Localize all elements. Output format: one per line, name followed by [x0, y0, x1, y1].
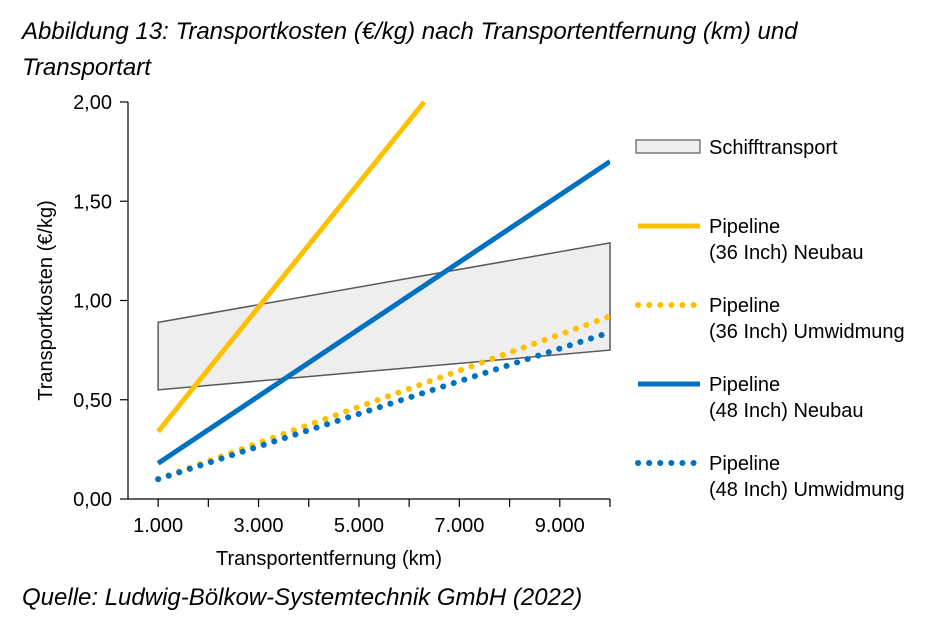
x-tick-label: 3.000 — [234, 515, 284, 537]
x-tick-label: 1.000 — [133, 515, 183, 537]
x-tick-label: 7.000 — [434, 515, 484, 537]
series-line-2 — [155, 313, 610, 483]
legend-label-series-4-line2: (48 Inch) Umwidmung — [709, 479, 905, 501]
x-tick-label: 5.000 — [334, 515, 384, 537]
figure-source: Quelle: Ludwig-Bölkow-Systemtechnik GmbH… — [22, 584, 583, 611]
series-line-1 — [156, 100, 427, 434]
figure-title: Abbildung 13: Transportkosten (€/kg) nac… — [22, 18, 798, 81]
legend-label-series-2-line2: (36 Inch) Umwidmung — [709, 321, 905, 343]
y-tick-label: 1,50 — [73, 191, 112, 213]
legend-label-series-2-line1: Pipeline — [709, 295, 780, 317]
y-tick-label: 0,50 — [73, 390, 112, 412]
y-tick-label: 0,00 — [73, 489, 112, 511]
x-tick-label: 9.000 — [535, 515, 585, 537]
x-axis-label: Transportentfernung (km) — [216, 548, 442, 570]
legend-label-series-3-line1: Pipeline — [709, 374, 780, 396]
series-line-3 — [156, 159, 610, 466]
y-tick-label: 1,00 — [73, 291, 112, 313]
y-axis-label: Transportkosten (€/kg) — [35, 200, 57, 400]
legend-label-series-1-line1: Pipeline — [709, 216, 780, 238]
legend-label-series-1-line2: (36 Inch) Neubau — [709, 242, 864, 264]
band-schifftransport — [157, 242, 611, 391]
legend-swatch-schifftransport — [635, 139, 701, 154]
y-tick-label: 2,00 — [73, 92, 112, 114]
legend-label-series-3-line2: (48 Inch) Neubau — [709, 400, 864, 422]
series-line-4 — [155, 329, 610, 483]
legend-label-schifftransport: Schifftransport — [709, 137, 838, 159]
legend-label-series-4-line1: Pipeline — [709, 453, 780, 475]
